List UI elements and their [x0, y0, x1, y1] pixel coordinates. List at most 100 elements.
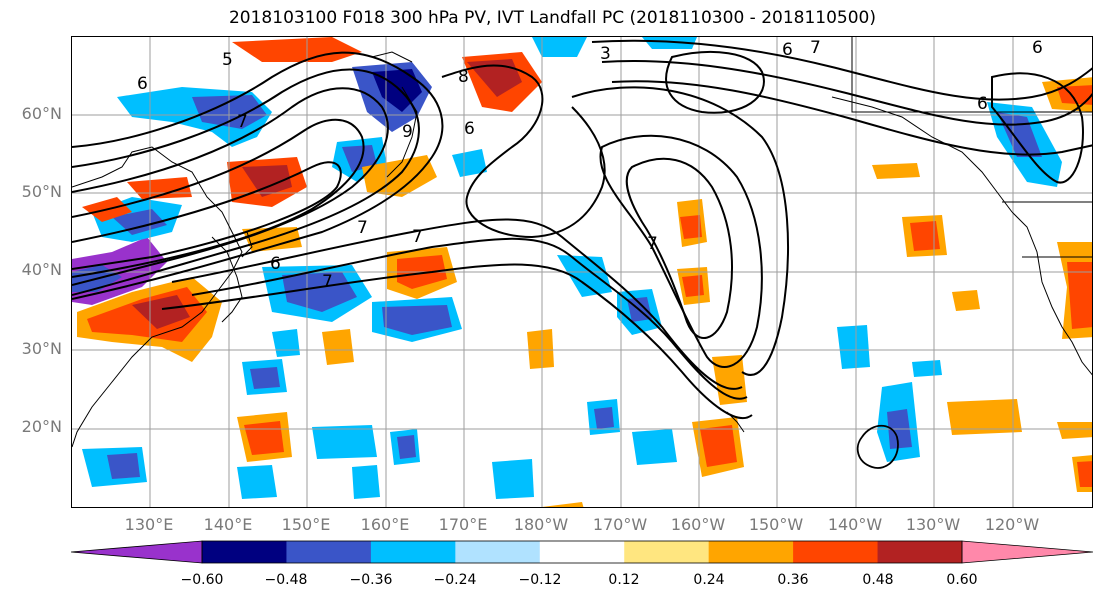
colorbar-tick-label: 0.60 — [946, 572, 978, 588]
pv-contour — [625, 157, 733, 339]
contour-label: 7 — [810, 38, 821, 58]
border-us-canada — [851, 37, 1092, 258]
colorbar-extend-low — [71, 540, 203, 564]
anomaly-negative-blob — [912, 360, 942, 377]
colorbar-tick-label: 0.36 — [777, 572, 809, 588]
lon-label-140e: 140°E — [203, 515, 253, 534]
lon-label-150e: 150°E — [281, 515, 331, 534]
anomaly-positive-blob — [232, 37, 362, 62]
contour-label: 6 — [137, 74, 148, 94]
anomaly-negative-blob — [237, 465, 277, 499]
contour-label: 7 — [237, 112, 248, 132]
anomaly-positive-blob — [467, 59, 522, 97]
anomaly-positive-blob — [700, 425, 737, 467]
anomaly-negative-blob — [452, 149, 487, 177]
coastline-north-america — [1011, 211, 1092, 376]
colorbar-segment — [370, 541, 456, 563]
contour-label: 9 — [402, 122, 413, 142]
pv-contour — [856, 424, 899, 469]
anomaly-negative-blob — [107, 453, 140, 479]
colorbar-segment — [286, 541, 372, 563]
pv-contour — [171, 218, 743, 390]
map-canvas: 6 5 7 8 6 9 3 6 7 6 7 6 7 7 6 7 — [72, 37, 1092, 507]
graticule — [72, 37, 1092, 507]
anomaly-positive-blob — [362, 155, 437, 197]
pv-contour — [591, 39, 1092, 101]
contour-label: 7 — [357, 218, 368, 238]
anomaly-negative-blob — [632, 429, 677, 465]
anomaly-positive-blob — [680, 215, 702, 239]
colorbar-tick-label: 0.12 — [608, 572, 640, 588]
lon-label-130e: 130°E — [124, 515, 174, 534]
pv-contour — [571, 86, 789, 376]
lon-label-160e: 160°E — [360, 515, 410, 534]
lon-label-170e: 170°E — [438, 515, 488, 534]
anomaly-negative-blob — [312, 425, 377, 459]
anomaly-negative-blob — [342, 145, 377, 172]
contour-label-group: 6 5 7 8 6 9 3 6 7 6 7 6 7 7 6 7 — [137, 38, 1043, 292]
pv-contour — [161, 263, 753, 420]
lat-label-30n: 30°N — [21, 339, 62, 358]
contour-label: 7 — [322, 272, 333, 292]
anomaly-positive-blob — [1077, 461, 1092, 487]
lon-label-180w: 180°W — [513, 515, 569, 534]
anomaly-negative-blob — [594, 407, 614, 429]
anomaly-negative-blob — [250, 367, 280, 389]
anomaly-negative-blob — [382, 305, 452, 335]
colorbar-tick-label: −0.24 — [433, 572, 477, 588]
colorbar-tick-label: 0.24 — [693, 572, 725, 588]
pv-contour — [665, 51, 765, 114]
anomaly-negative-blob — [532, 37, 587, 57]
contour-label: 6 — [1032, 38, 1043, 58]
anomaly-negative-blob — [642, 37, 697, 49]
anomaly-positive-blob — [242, 165, 292, 197]
anomaly-negative-blob — [997, 112, 1042, 157]
colorbar-extend-high — [961, 540, 1093, 564]
anomaly-negative-blob — [492, 459, 534, 499]
pv-contour — [191, 237, 748, 400]
pv-contour — [72, 68, 420, 296]
colorbar-segment — [455, 541, 541, 563]
lon-label-150w: 150°W — [748, 515, 804, 534]
anomaly-negative-blob — [112, 209, 167, 235]
contour-label: 6 — [782, 40, 793, 60]
anomaly-positive-blob — [1067, 262, 1092, 329]
anomaly-positive-blob — [952, 290, 980, 311]
pv-contour — [441, 64, 606, 239]
lon-label-160w: 160°W — [670, 515, 726, 534]
colorbar-segment — [202, 541, 287, 563]
pv-contour — [601, 60, 1092, 126]
pv-contour — [72, 161, 342, 270]
anomaly-positive-blob — [322, 329, 354, 365]
contour-label: 6 — [270, 254, 281, 274]
coastline-alaska — [831, 96, 1013, 213]
contour-label: 7 — [647, 234, 658, 254]
colorbar-tick-label: −0.60 — [180, 572, 224, 588]
lat-label-40n: 40°N — [21, 260, 62, 279]
contour-label: 5 — [222, 50, 233, 70]
anomaly-negative-blob — [272, 329, 300, 357]
colorbar-segment — [624, 541, 710, 563]
lon-label-140w: 140°W — [827, 515, 883, 534]
colorbar-segment — [877, 541, 963, 563]
colorbar-tick-label: 0.48 — [862, 572, 894, 588]
pv-contour — [611, 80, 1092, 156]
anomaly-negative-blob — [837, 325, 870, 369]
map-panel: 6 5 7 8 6 9 3 6 7 6 7 6 7 7 6 7 — [71, 36, 1093, 508]
lat-label-20n: 20°N — [21, 417, 62, 436]
contour-label: 3 — [600, 44, 611, 64]
colorbar-tick-label: −0.36 — [349, 572, 393, 588]
pv-contour — [72, 118, 365, 278]
pv-contour — [599, 134, 763, 368]
contour-label: 8 — [458, 67, 469, 87]
anomaly-negative-blob — [397, 435, 416, 459]
colorbar-segment — [539, 541, 625, 563]
anomaly-negative-blob — [352, 465, 380, 499]
colorbar-segment — [708, 541, 794, 563]
anomaly-positive-blob — [910, 221, 940, 251]
lon-label-170w: 170°W — [592, 515, 648, 534]
lat-label-60n: 60°N — [21, 104, 62, 123]
anomaly-positive-blob — [947, 399, 1022, 435]
pv-contours — [72, 39, 1092, 469]
anomaly-positive-blob — [527, 329, 554, 369]
